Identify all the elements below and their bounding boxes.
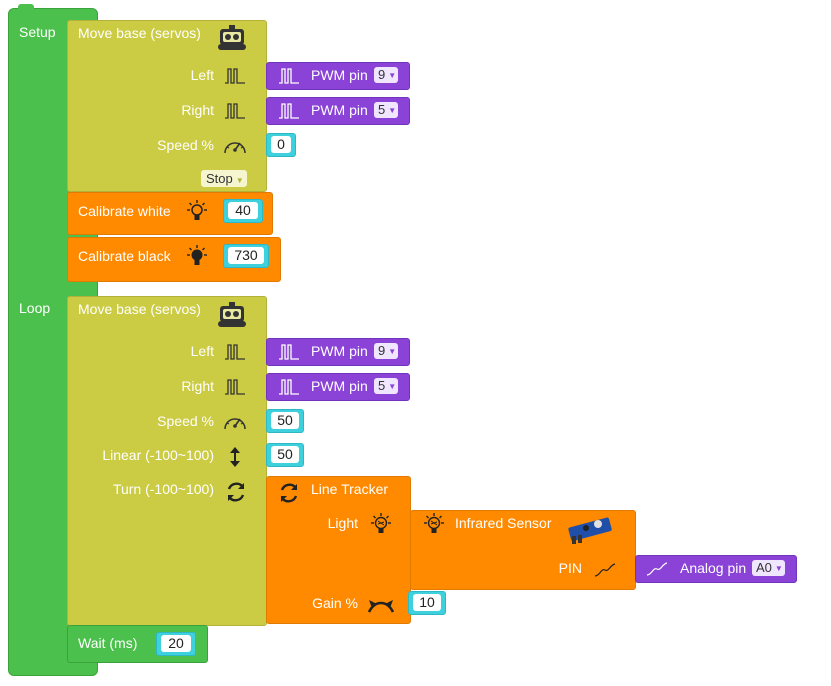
analog-wave-icon	[646, 562, 668, 576]
infrared-sensor-title: Infrared Sensor	[455, 515, 552, 531]
pwm-signal-icon	[225, 344, 245, 360]
pwm-signal-icon	[225, 68, 245, 84]
chevron-down-icon: ▼	[388, 105, 397, 115]
calibrate-black-label: Calibrate black	[78, 248, 171, 264]
chevron-down-icon: ▼	[388, 70, 397, 80]
gain-input[interactable]: 10	[413, 594, 441, 611]
pwm-signal-icon	[225, 103, 245, 119]
robot-icon	[218, 302, 246, 327]
loop-linear-input[interactable]: 50	[271, 446, 299, 463]
loop-left-pwm-label: PWM pin	[311, 343, 368, 359]
setup-right-label: Right	[181, 102, 214, 118]
stop-mode-dropdown[interactable]: Stop ▼	[201, 170, 247, 187]
chevron-down-icon: ▼	[388, 381, 397, 391]
loop-right-pwm-label: PWM pin	[311, 378, 368, 394]
infrared-pin-label: PIN	[558, 560, 582, 576]
loop-move-base-title: Move base (servos)	[78, 301, 201, 317]
analog-pin-dropdown[interactable]: A0 ▼	[752, 560, 785, 576]
pwm-signal-icon	[225, 379, 245, 395]
program-top-tab	[18, 4, 34, 10]
loop-right-pwm-dropdown[interactable]: 5 ▼	[374, 378, 399, 394]
loop-linear-label: Linear (-100~100)	[102, 447, 214, 463]
setup-speed-label: Speed %	[157, 137, 214, 153]
gain-arrows-icon	[367, 600, 395, 613]
pin-value: 5	[378, 102, 386, 117]
pin-value: A0	[756, 560, 772, 575]
robot-icon	[218, 25, 246, 50]
loop-left-label: Left	[190, 343, 214, 359]
chevron-down-icon: ▼	[235, 176, 244, 185]
line-tracker-title: Line Tracker	[311, 481, 389, 497]
analog-wave-icon	[594, 563, 616, 577]
line-tracker-light-label: Light	[327, 515, 358, 531]
chevron-down-icon: ▼	[388, 346, 397, 356]
setup-left-pwm-label: PWM pin	[311, 67, 368, 83]
pin-value: 9	[378, 343, 386, 358]
pwm-signal-icon	[279, 103, 299, 119]
pin-value: 9	[378, 67, 386, 82]
calibrate-white-input[interactable]: 40	[228, 202, 258, 219]
rotate-icon	[280, 483, 298, 503]
loop-speed-label: Speed %	[157, 413, 214, 429]
infrared-bulb-icon	[424, 513, 444, 533]
wait-label: Wait (ms)	[78, 635, 138, 651]
speedometer-icon	[224, 142, 246, 154]
rotate-icon	[227, 482, 245, 502]
line-tracker-gain-label: Gain %	[312, 595, 358, 611]
setup-left-label: Left	[190, 67, 214, 83]
loop-turn-label: Turn (-100~100)	[112, 481, 214, 497]
pwm-signal-icon	[279, 379, 299, 395]
calibrate-black-input[interactable]: 730	[228, 247, 264, 264]
calibrate-white-label: Calibrate white	[78, 203, 171, 219]
infrared-bulb-icon	[371, 513, 391, 533]
setup-right-pwm-label: PWM pin	[311, 102, 368, 118]
light-bulb-outline-icon	[187, 200, 207, 220]
setup-left-pwm-dropdown[interactable]: 9 ▼	[374, 67, 399, 83]
pwm-signal-icon	[279, 68, 299, 84]
setup-speed-input[interactable]: 0	[271, 136, 291, 153]
pwm-signal-icon	[279, 344, 299, 360]
chevron-down-icon: ▼	[774, 563, 783, 573]
light-bulb-filled-icon	[187, 245, 207, 265]
loop-speed-input[interactable]: 50	[271, 412, 299, 429]
setup-right-pwm-dropdown[interactable]: 5 ▼	[374, 102, 399, 118]
loop-label: Loop	[19, 300, 51, 316]
setup-label: Setup	[19, 24, 56, 40]
infrared-sensor-module-icon	[568, 517, 612, 544]
loop-left-pwm-dropdown[interactable]: 9 ▼	[374, 343, 399, 359]
loop-right-label: Right	[181, 378, 214, 394]
setup-move-base-title: Move base (servos)	[78, 25, 201, 41]
speedometer-icon	[224, 418, 246, 430]
analog-pin-label: Analog pin	[680, 560, 747, 576]
pin-value: 5	[378, 378, 386, 393]
stop-mode-value: Stop	[206, 171, 233, 186]
wait-input[interactable]: 20	[161, 635, 191, 652]
vertical-arrows-icon	[230, 447, 240, 467]
